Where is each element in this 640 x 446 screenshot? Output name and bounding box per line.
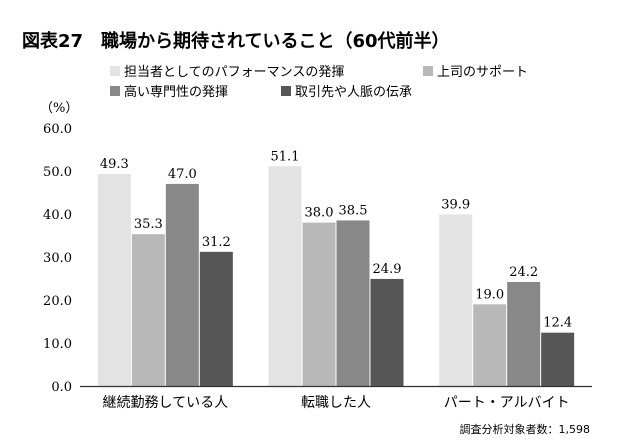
bar-3-2 xyxy=(473,304,507,386)
y-tick-label: 50.0 xyxy=(43,165,72,180)
data-label-2-1: 51.1 xyxy=(271,149,300,164)
data-label-3-2: 19.0 xyxy=(475,287,504,302)
data-label-3-1: 39.9 xyxy=(441,197,470,212)
data-label-2-3: 38.5 xyxy=(339,203,368,218)
data-label-3-3: 24.2 xyxy=(509,265,538,280)
bar-1-4 xyxy=(199,251,233,386)
x-category-label-3: パート・アルバイト xyxy=(444,395,570,411)
bar-2-4 xyxy=(370,278,404,386)
legend-swatch-3 xyxy=(110,86,120,96)
data-label-2-2: 38.0 xyxy=(305,206,334,221)
bar-3-1 xyxy=(439,214,473,386)
legend-swatch-2 xyxy=(423,66,433,76)
bar-1-3 xyxy=(165,183,199,386)
legend-swatch-1 xyxy=(110,66,120,76)
data-label-1-4: 31.2 xyxy=(202,235,231,250)
bar-3-4 xyxy=(541,332,575,386)
data-label-2-4: 24.9 xyxy=(373,262,402,277)
legend-label-4: 取引先や人脈の伝承 xyxy=(295,85,412,100)
x-category-label-1: 継続勤務している人 xyxy=(103,394,229,411)
legend-label-2: 上司のサポート xyxy=(437,65,528,80)
bar-2-2 xyxy=(302,222,336,386)
legend-label-3: 高い専門性の発揮 xyxy=(124,84,228,100)
x-axis: 継続勤務している人 転職した人 パート・アルバイト xyxy=(80,385,592,411)
chart-title: 図表27 職場から期待されていること（60代前半） xyxy=(22,30,450,52)
legend-swatch-4 xyxy=(281,86,291,96)
y-axis: 0.0 10.0 20.0 30.0 40.0 50.0 60.0 xyxy=(43,122,72,395)
bar-3-3 xyxy=(507,281,541,386)
bar-2-3 xyxy=(336,220,370,386)
y-axis-label: （%） xyxy=(40,101,78,116)
data-label-1-3: 47.0 xyxy=(168,167,197,182)
data-label-3-4: 12.4 xyxy=(543,316,572,331)
y-tick-label: 10.0 xyxy=(43,337,72,352)
data-label-1-2: 35.3 xyxy=(134,217,163,232)
y-tick-label: 60.0 xyxy=(43,122,72,137)
x-category-label-2: 転職した人 xyxy=(301,395,371,411)
data-labels: 49.3 35.3 47.0 31.2 51.1 38.0 38.5 24.9 39.9 19.0… xyxy=(100,149,572,330)
bar-2-1 xyxy=(268,166,302,386)
data-label-1-1: 49.3 xyxy=(100,157,129,172)
y-tick-label: 0.0 xyxy=(51,380,72,395)
y-tick-label: 40.0 xyxy=(43,208,72,223)
sample-size-note: 調査分析対象者数：1,598 xyxy=(460,422,591,436)
legend-label-1: 担当者としてのパフォーマンスの発揮 xyxy=(124,65,344,80)
y-tick-label: 20.0 xyxy=(43,294,72,309)
bars xyxy=(97,166,575,386)
bar-1-1 xyxy=(97,174,131,386)
bar-1-2 xyxy=(131,234,165,386)
y-tick-label: 30.0 xyxy=(43,251,72,266)
